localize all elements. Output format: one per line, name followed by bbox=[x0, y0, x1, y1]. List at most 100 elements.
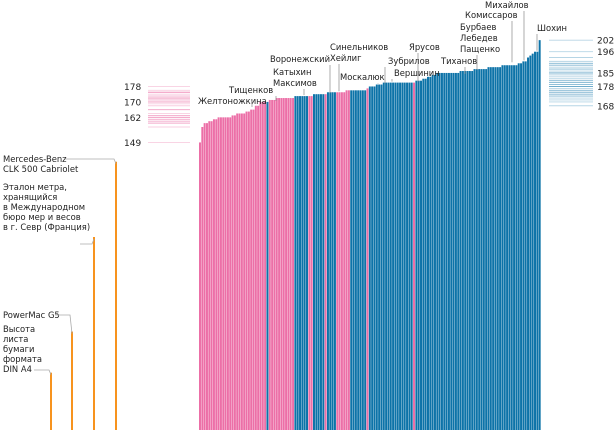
bar-male bbox=[422, 78, 425, 431]
bar-male bbox=[401, 82, 404, 430]
bar-male bbox=[322, 94, 325, 431]
bar-female bbox=[199, 142, 201, 430]
bar-male bbox=[445, 72, 448, 430]
bar-female bbox=[268, 99, 271, 430]
bar-male bbox=[520, 63, 523, 431]
bar-male bbox=[531, 53, 534, 431]
bar-female bbox=[245, 111, 248, 431]
bar-male bbox=[466, 71, 469, 431]
bar-male bbox=[480, 69, 483, 430]
bar-male bbox=[315, 94, 318, 431]
bar-female bbox=[308, 96, 311, 431]
bar-male bbox=[266, 101, 269, 431]
bar-female bbox=[273, 99, 276, 430]
bar-female bbox=[205, 123, 208, 430]
bar-male bbox=[499, 67, 502, 430]
reference-label: листа bbox=[3, 334, 28, 344]
bar-male bbox=[371, 86, 374, 431]
bar-female bbox=[217, 117, 220, 430]
bar-female bbox=[243, 113, 246, 430]
bar-male bbox=[447, 72, 450, 430]
bar-male bbox=[380, 84, 383, 430]
person-label: Воронежский bbox=[270, 54, 330, 64]
person-label: Лебедев bbox=[460, 33, 498, 43]
bar-male bbox=[406, 82, 409, 430]
person-label: Зубрилов bbox=[388, 56, 430, 66]
female-scale-tick: 178 bbox=[124, 83, 141, 93]
bar-male bbox=[501, 65, 504, 430]
bar-male bbox=[538, 40, 541, 430]
female-scale: 178 170 162 149 bbox=[124, 83, 190, 149]
bar-female bbox=[224, 117, 227, 430]
bar-male bbox=[496, 67, 499, 430]
bar-female bbox=[247, 111, 250, 431]
bar-male bbox=[427, 76, 429, 430]
bar-male bbox=[415, 80, 418, 431]
reference-label: бумаги bbox=[3, 344, 34, 354]
person-label: Ярусов bbox=[409, 42, 440, 52]
male-scale-tick: 196 bbox=[597, 48, 614, 58]
bar-female bbox=[343, 92, 346, 430]
bar-female bbox=[271, 99, 274, 430]
bar-male bbox=[359, 90, 362, 430]
bar-female bbox=[210, 121, 213, 430]
person-label: Максимов bbox=[273, 78, 317, 88]
bar-female bbox=[229, 117, 232, 430]
bar-female bbox=[236, 113, 239, 430]
reference-label: DIN A4 bbox=[3, 364, 32, 374]
bar-male bbox=[301, 96, 304, 431]
bar-male bbox=[457, 72, 460, 430]
bar-female bbox=[345, 90, 348, 430]
bar-male bbox=[440, 72, 443, 430]
person-label: Михайлов bbox=[485, 0, 529, 10]
bar-male bbox=[459, 71, 462, 431]
bar-male bbox=[294, 96, 297, 431]
reference-label: Высота bbox=[3, 324, 35, 334]
bar-male bbox=[429, 76, 432, 430]
bar-female bbox=[257, 105, 260, 430]
bar-female bbox=[215, 119, 218, 431]
bar-male bbox=[364, 90, 367, 430]
reference-leader bbox=[80, 238, 95, 245]
male-scale-tick: 178 bbox=[597, 83, 614, 93]
bar-female bbox=[280, 98, 283, 430]
bar-male bbox=[408, 82, 411, 430]
person-label: Пащенко bbox=[460, 44, 500, 54]
female-scale-tick: 149 bbox=[124, 139, 141, 149]
bar-male bbox=[333, 92, 336, 430]
bar-male bbox=[420, 80, 422, 431]
bar-male bbox=[403, 82, 406, 430]
male-scale-tick: 185 bbox=[597, 69, 614, 79]
person-label: Тиханов bbox=[440, 56, 477, 66]
bar-male bbox=[478, 69, 481, 430]
female-scale-tick: 162 bbox=[124, 114, 141, 124]
bar-male bbox=[487, 67, 490, 430]
person-label: Хейлиг bbox=[330, 53, 362, 63]
bar-male bbox=[350, 90, 353, 430]
person-label: Синельников bbox=[330, 42, 388, 52]
bar-female bbox=[413, 82, 416, 430]
bar-male bbox=[529, 55, 532, 430]
bar-female bbox=[219, 117, 222, 430]
bar-female bbox=[261, 101, 264, 431]
bar-male bbox=[357, 90, 360, 430]
male-scale-tick: 168 bbox=[597, 102, 614, 112]
bar-male bbox=[319, 94, 322, 431]
bar-male bbox=[506, 65, 509, 430]
person-label: Москалюк bbox=[340, 72, 385, 82]
bar-female bbox=[254, 105, 257, 430]
bar-female bbox=[252, 109, 255, 431]
reference-label: Эталон метра, bbox=[3, 182, 67, 192]
bar-female bbox=[336, 92, 339, 430]
bar-female bbox=[347, 90, 350, 430]
reference-label: CLK 500 Cabriolet bbox=[3, 164, 79, 174]
bar-male bbox=[494, 67, 497, 430]
bar-female bbox=[366, 88, 369, 430]
male-scale-tick: 202 bbox=[597, 37, 614, 47]
bar-female bbox=[292, 98, 295, 430]
bar-female bbox=[264, 101, 267, 431]
bar-male bbox=[450, 72, 453, 430]
bar-male bbox=[329, 92, 332, 430]
bar-male bbox=[306, 96, 308, 431]
